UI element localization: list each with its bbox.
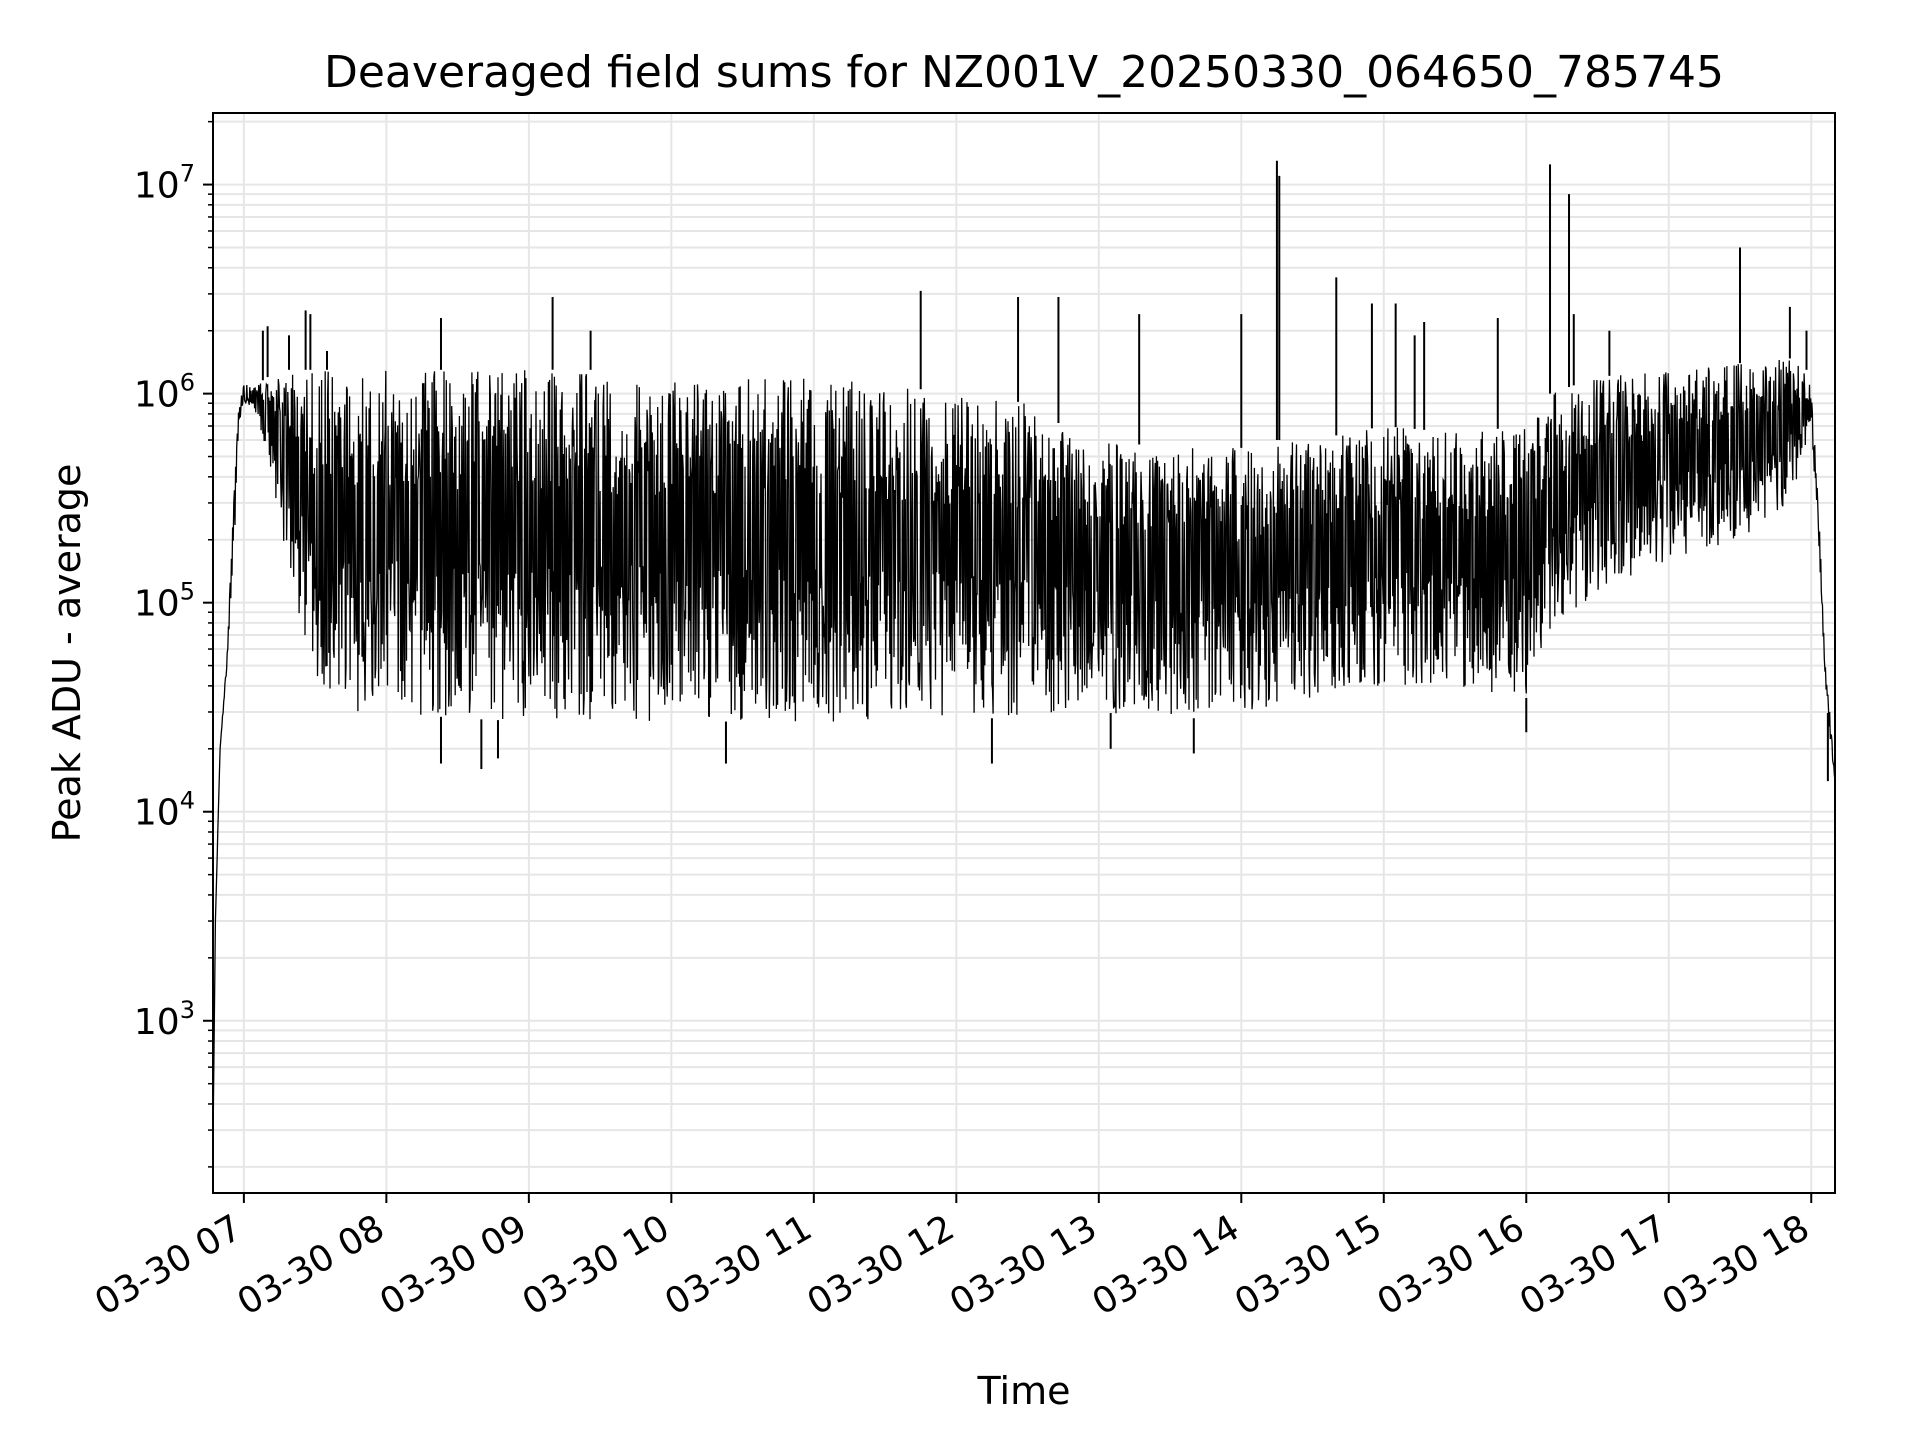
y-tick-base: 10	[134, 1002, 180, 1043]
y-tick-label: 104	[134, 787, 195, 834]
y-axis-label: Peak ADU - average	[45, 464, 89, 843]
x-axis-label: Time	[977, 1369, 1071, 1413]
y-tick-base: 10	[134, 166, 180, 207]
data-layer	[212, 160, 1836, 1144]
y-tick-exponent: 4	[180, 787, 195, 815]
y-tick-base: 10	[134, 793, 180, 834]
y-tick-exponent: 6	[180, 369, 195, 397]
series-line	[212, 359, 1836, 1144]
y-tick-exponent: 7	[180, 160, 195, 188]
y-tick-exponent: 5	[180, 578, 195, 606]
y-tick-base: 10	[134, 375, 180, 416]
y-tick-exponent: 3	[180, 996, 195, 1024]
plot-frame	[212, 112, 1836, 1194]
y-tick-base: 10	[134, 584, 180, 625]
y-tick-label: 103	[134, 996, 195, 1043]
y-tick-label: 105	[134, 578, 195, 625]
y-tick-label: 107	[134, 160, 195, 207]
chart-title: Deaveraged field sums for NZ001V_2025033…	[324, 47, 1724, 98]
y-tick-label: 106	[134, 369, 195, 416]
